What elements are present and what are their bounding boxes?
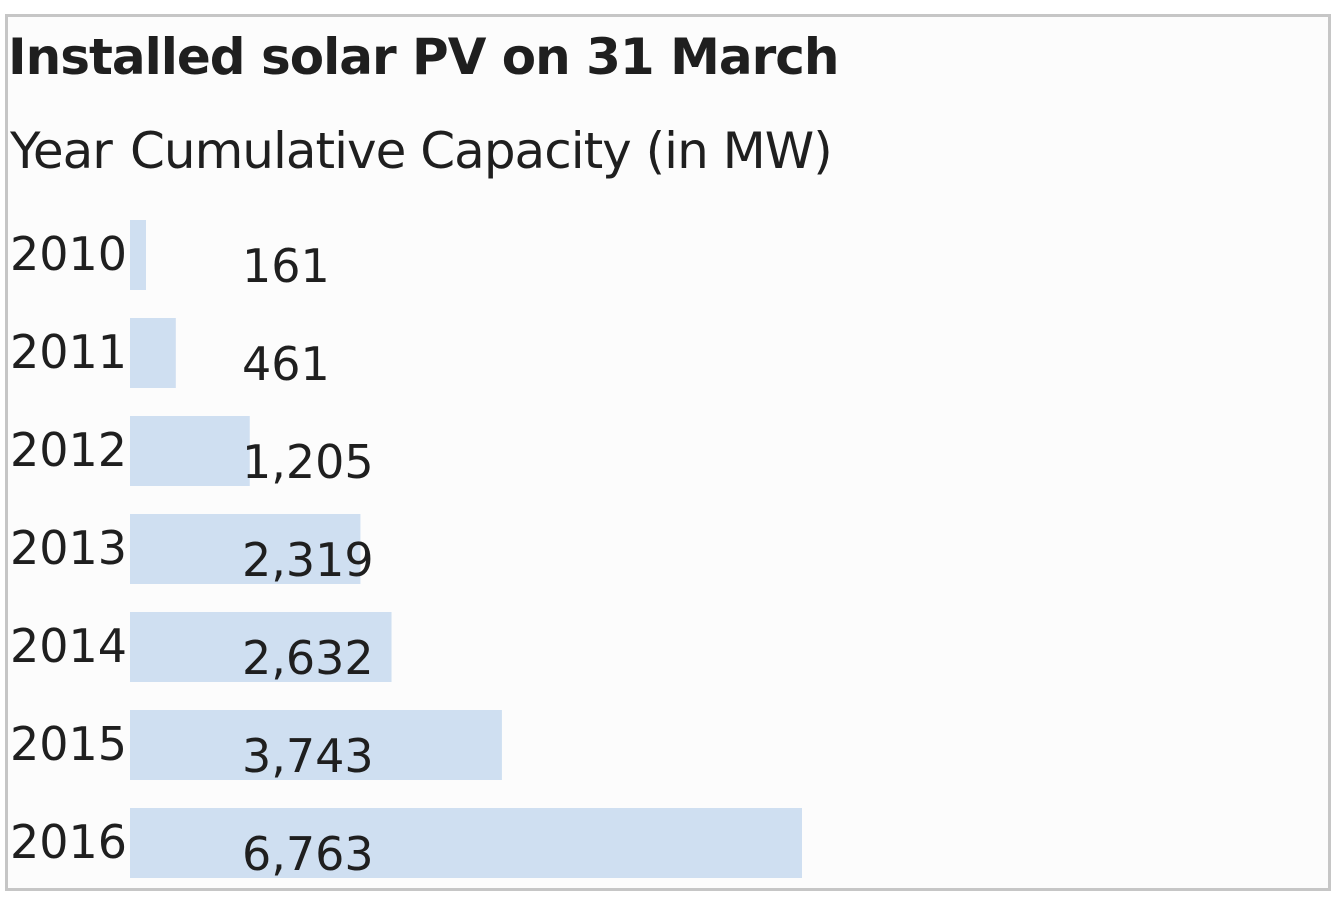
bar-2016 — [130, 808, 802, 878]
value-label-2013: 2,319 — [242, 533, 374, 587]
value-label-2015: 3,743 — [242, 729, 374, 783]
bar-2015 — [130, 710, 502, 780]
column-header-capacity: Cumulative Capacity (in MW) — [130, 122, 833, 180]
column-header-year: Year — [10, 122, 113, 180]
year-label-2014: 2014 — [10, 619, 127, 673]
bar-2013 — [130, 514, 361, 584]
bar-2012 — [130, 416, 250, 486]
chart-title: Installed solar PV on 31 March — [8, 28, 840, 86]
bar-2010 — [130, 220, 146, 290]
value-label-2016: 6,763 — [242, 827, 374, 881]
value-label-2011: 461 — [242, 337, 330, 391]
year-label-2015: 2015 — [10, 717, 127, 771]
year-label-2016: 2016 — [10, 815, 127, 869]
bar-2011 — [130, 318, 176, 388]
year-label-2013: 2013 — [10, 521, 127, 575]
year-label-2010: 2010 — [10, 227, 127, 281]
year-label-2012: 2012 — [10, 423, 127, 477]
value-label-2010: 161 — [242, 239, 330, 293]
value-label-2012: 1,205 — [242, 435, 374, 489]
bar-2014 — [130, 612, 392, 682]
value-label-2014: 2,632 — [242, 631, 374, 685]
year-label-2011: 2011 — [10, 325, 127, 379]
